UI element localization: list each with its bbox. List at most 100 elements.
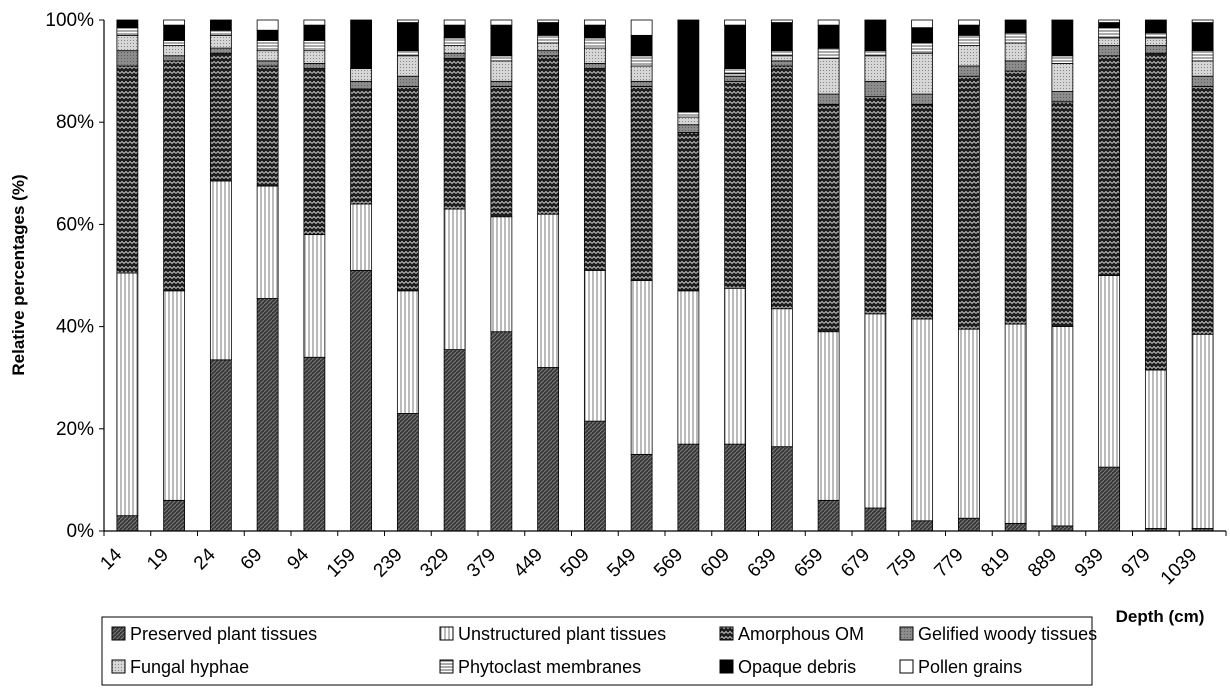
- legend-swatch: [719, 626, 734, 641]
- bar-segment-239-8: [396, 19, 419, 23]
- bar-segment-69-3: [256, 65, 279, 187]
- x-tick-label: 24: [190, 544, 220, 574]
- x-tick-label: 979: [1118, 544, 1155, 581]
- x-tick-label: 329: [416, 544, 453, 581]
- bar-segment-449-8: [537, 19, 560, 23]
- bar-segment-759-3: [911, 103, 934, 320]
- bar-segment-819-2: [1004, 323, 1027, 524]
- x-tick-label: 759: [884, 544, 921, 581]
- bar-segment-19-6: [163, 40, 186, 46]
- bar-segment-889-6: [1051, 55, 1074, 64]
- x-tick-label: 159: [323, 544, 360, 581]
- bar-segment-329-2: [443, 208, 466, 350]
- bar-segment-759-4: [911, 93, 934, 105]
- bar-segment-759-1: [911, 520, 934, 532]
- bar-segment-449-2: [537, 213, 560, 368]
- bar-segment-239-4: [396, 75, 419, 87]
- legend-swatch: [899, 659, 914, 674]
- bar-segment-639-1: [770, 446, 793, 532]
- bar-segment-94-5: [303, 50, 326, 64]
- bar-segment-449-7: [537, 22, 560, 36]
- bar-segment-979-3: [1144, 52, 1167, 371]
- legend-swatch: [111, 626, 126, 641]
- bar-segment-819-1: [1004, 522, 1027, 532]
- bar-segment-779-3: [957, 75, 980, 330]
- legend-swatch: [719, 659, 734, 674]
- bar-segment-94-6: [303, 40, 326, 52]
- bar-segment-94-7: [303, 24, 326, 41]
- bar-segment-509-3: [583, 68, 606, 271]
- bar-segment-819-5: [1004, 42, 1027, 62]
- bar-segment-639-4: [770, 60, 793, 67]
- legend-label: Gelified woody tissues: [918, 624, 1097, 644]
- bar-segment-159-3: [350, 88, 373, 205]
- bar-segment-889-1: [1051, 525, 1074, 532]
- bar-segment-979-5: [1144, 37, 1167, 46]
- bar-segment-1039-5: [1191, 60, 1214, 77]
- bar-segment-159-4: [350, 80, 373, 90]
- x-tick-label: 549: [603, 544, 640, 581]
- x-tick-label: 379: [463, 544, 500, 581]
- bar-segment-569-7: [677, 19, 700, 113]
- bar-segment-239-7: [396, 22, 419, 52]
- bar-segment-1039-3: [1191, 86, 1214, 335]
- bar-segment-549-4: [630, 80, 653, 87]
- bar-segment-239-1: [396, 413, 419, 532]
- bar-segment-19-8: [163, 19, 186, 26]
- bar-segment-69-1: [256, 298, 279, 532]
- bar-segment-759-6: [911, 42, 934, 54]
- bar-segment-24-4: [209, 47, 232, 54]
- legend-label: Preserved plant tissues: [130, 624, 317, 644]
- x-tick-label: 509: [557, 544, 594, 581]
- bar-segment-939-8: [1098, 19, 1121, 23]
- bar-segment-159-2: [350, 203, 373, 271]
- bar-segment-659-7: [817, 24, 840, 49]
- bar-segment-69-8: [256, 19, 279, 31]
- bar-segment-19-3: [163, 60, 186, 292]
- bar-segment-819-7: [1004, 19, 1027, 34]
- bar-segment-69-5: [256, 50, 279, 62]
- bar-segment-1039-2: [1191, 333, 1214, 529]
- bar-segment-549-2: [630, 280, 653, 455]
- bar-segment-569-4: [677, 124, 700, 133]
- bar-segment-979-2: [1144, 369, 1167, 529]
- bar-segment-159-7: [350, 19, 373, 69]
- legend-box: [101, 616, 1093, 686]
- bar-segment-609-1: [724, 443, 747, 532]
- bar-segment-659-3: [817, 103, 840, 333]
- bar-segment-889-5: [1051, 63, 1074, 92]
- bar-segment-759-5: [911, 52, 934, 95]
- bar-segment-329-3: [443, 57, 466, 210]
- bar-segment-94-3: [303, 68, 326, 236]
- bar-segment-569-1: [677, 443, 700, 532]
- bar-segment-14-2: [116, 272, 139, 517]
- bar-segment-639-5: [770, 55, 793, 62]
- x-tick-label: 19: [143, 544, 173, 574]
- bar-segment-659-2: [817, 331, 840, 501]
- bar-segment-329-6: [443, 37, 466, 46]
- legend: Preserved plant tissues Unstructured plan…: [101, 616, 1097, 686]
- bar-segment-24-2: [209, 180, 232, 361]
- bar-segment-939-1: [1098, 466, 1121, 532]
- bar-segment-509-6: [583, 37, 606, 49]
- bar-segment-449-3: [537, 55, 560, 215]
- bar-segment-679-5: [864, 55, 887, 82]
- bar-segment-329-7: [443, 24, 466, 39]
- bar-segment-379-1: [490, 331, 513, 532]
- x-tick-label: 609: [697, 544, 734, 581]
- bar-segment-569-5: [677, 116, 700, 126]
- bar-segment-819-3: [1004, 70, 1027, 325]
- bar-segment-69-2: [256, 185, 279, 299]
- bar-segment-549-3: [630, 86, 653, 282]
- x-tick-label: 819: [977, 544, 1014, 581]
- legend-label: Pollen grains: [918, 657, 1022, 677]
- bar-segment-979-7: [1144, 19, 1167, 34]
- bar-segment-779-2: [957, 328, 980, 519]
- bar-segment-939-5: [1098, 37, 1121, 46]
- x-tick-label: 659: [790, 544, 827, 581]
- bar-segment-659-8: [817, 19, 840, 26]
- bar-segment-329-8: [443, 19, 466, 26]
- bar-segment-379-2: [490, 216, 513, 333]
- bar-segment-19-5: [163, 45, 186, 57]
